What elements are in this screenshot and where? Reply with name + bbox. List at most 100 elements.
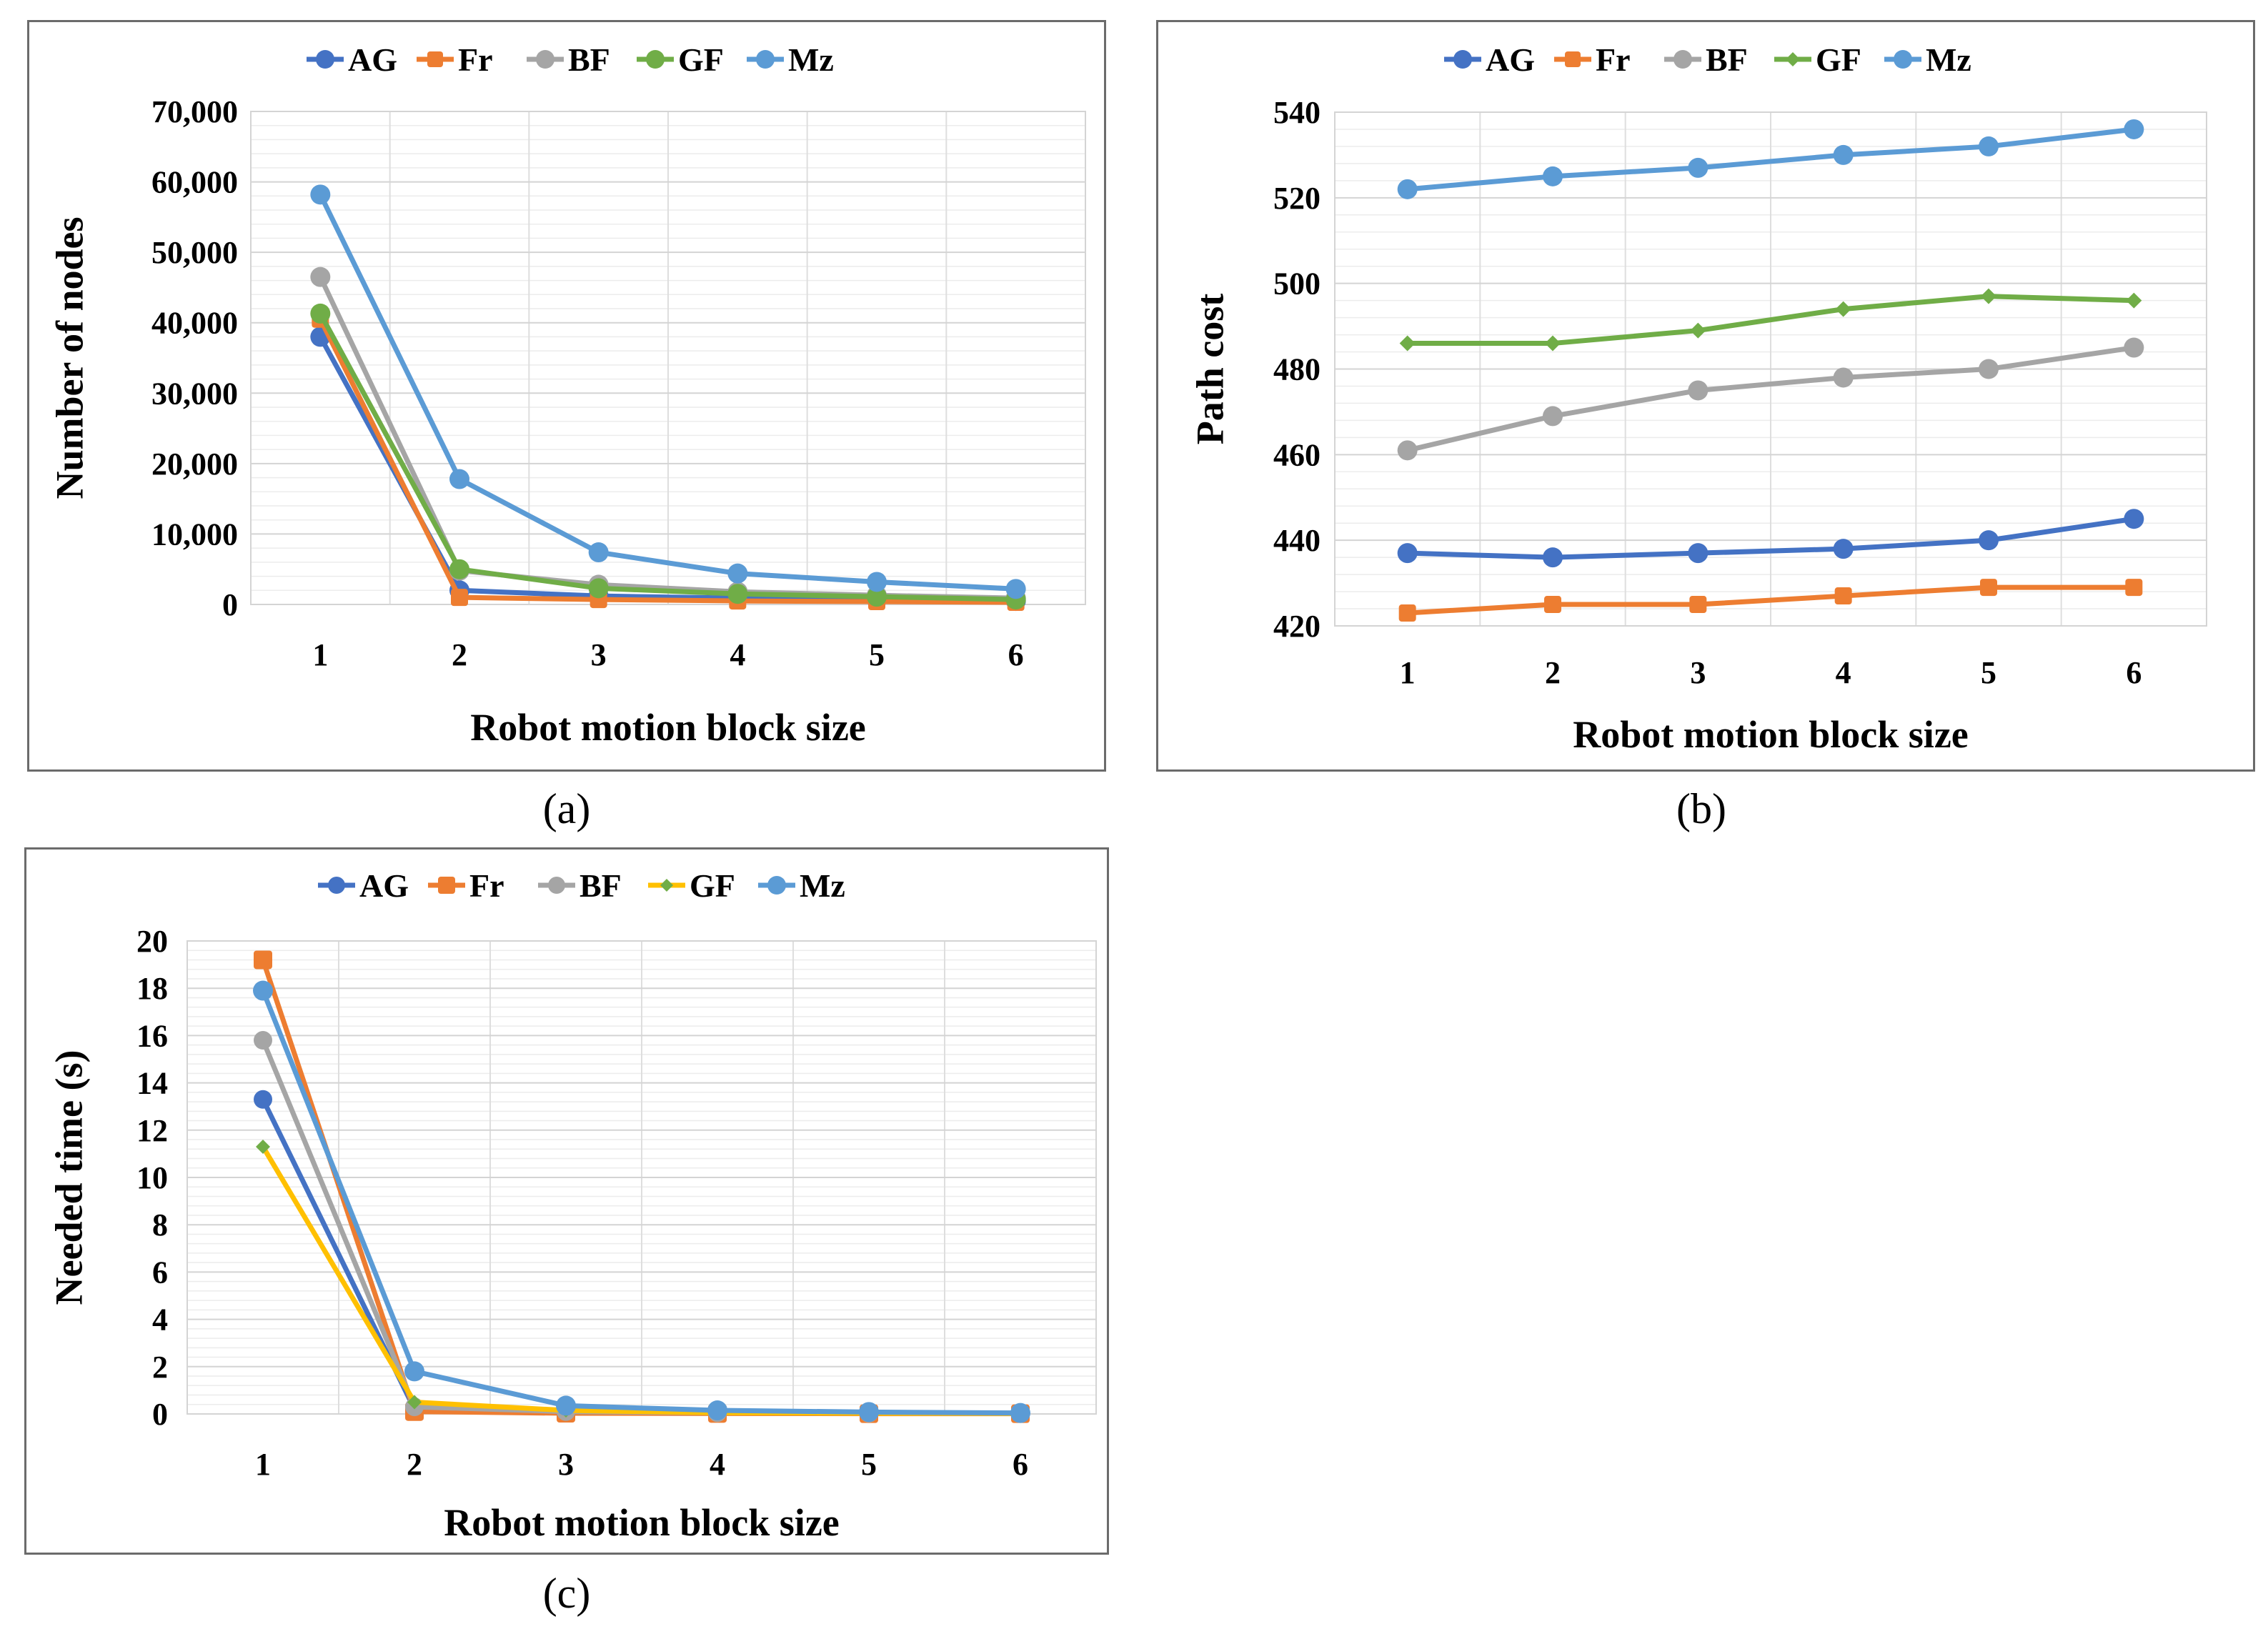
legend-marker-fr: [427, 51, 443, 67]
y-tick-label: 70,000: [151, 94, 238, 129]
data-point-mz: [310, 184, 331, 205]
data-point-fr: [254, 950, 272, 970]
data-point-mz: [588, 542, 609, 563]
x-tick-label: 2: [1545, 655, 1561, 690]
y-axis-label: Number of nodes: [48, 216, 91, 499]
data-point-mz: [707, 1400, 727, 1421]
caption-a: (a): [542, 785, 591, 832]
y-tick-label: 16: [136, 1018, 168, 1053]
chart-panel-nodes: 0 10,000 20,000 30,000 40,000 50,000 60,000 70,…: [27, 20, 1106, 772]
series-line-gf: [317, 311, 1019, 602]
data-point-mz: [1833, 144, 1854, 165]
y-tick-label: 520: [1273, 181, 1320, 216]
legend-label-mz: Mz: [800, 867, 845, 904]
y-tick-label: 440: [1273, 523, 1320, 558]
data-point-mz: [404, 1361, 424, 1382]
legend-marker-gf: [1786, 52, 1800, 66]
y-tick-label: 0: [222, 587, 238, 622]
x-tick-label: 4: [730, 637, 745, 672]
data-point-ag: [1397, 543, 1418, 564]
data-point-mz: [1005, 579, 1026, 599]
legend-marker-ag: [316, 50, 334, 69]
data-point-mz: [449, 469, 469, 489]
data-point-bf: [254, 1031, 272, 1050]
data-point-ag: [1979, 530, 1999, 551]
y-tick-label: 2: [152, 1350, 168, 1385]
data-point-gf: [256, 1139, 270, 1154]
data-point-gf: [1399, 335, 1416, 352]
series-line-fr: [1405, 584, 2137, 616]
y-tick-label: 14: [136, 1066, 168, 1101]
data-point-ag: [1543, 547, 1563, 568]
legend-label-fr: Fr: [458, 41, 493, 78]
plot-area-border: [250, 111, 1086, 605]
y-tick-label: 40,000: [151, 306, 238, 341]
plot-area-border: [1334, 111, 2207, 627]
legend-label-ag: AG: [1486, 41, 1535, 78]
x-tick-label: 3: [591, 637, 607, 672]
x-tick-label: 3: [558, 1447, 574, 1482]
legend-label-bf: BF: [580, 867, 622, 904]
legend-marker-bf: [536, 50, 554, 69]
legend-marker-fr: [1565, 51, 1581, 67]
legend-label-gf: GF: [690, 867, 735, 904]
legend-marker-gf: [646, 50, 665, 69]
legend-label-bf: BF: [1706, 41, 1748, 78]
series-line-fr: [317, 317, 1019, 605]
y-axis-label: Path cost: [1188, 294, 1231, 444]
chart-path-cost-svg: 420 440 460 480 500 520 540 1 2 3 4 5 6 Robot motion …: [1188, 41, 2207, 756]
data-point-mz: [2124, 119, 2144, 139]
y-tick-label: 20,000: [151, 447, 238, 482]
data-point-bf: [310, 266, 331, 287]
legend-marker-bf: [1673, 50, 1692, 69]
data-point-fr: [1834, 587, 1852, 605]
y-tick-label: 30,000: [151, 376, 238, 411]
data-point-mz: [1010, 1403, 1030, 1423]
data-point-gf: [407, 1395, 422, 1410]
data-point-gf: [1545, 335, 1561, 352]
x-tick-label: 5: [861, 1447, 877, 1482]
chart-nodes-svg: 0 10,000 20,000 30,000 40,000 50,000 60,000 70,…: [48, 41, 1086, 749]
data-point-mz: [1397, 179, 1418, 199]
x-tick-label: 5: [869, 637, 885, 672]
y-tick-label: 10: [136, 1160, 168, 1195]
legend-marker-fr: [438, 877, 455, 894]
data-point-mz: [867, 572, 887, 592]
legend-marker-gf: [660, 879, 673, 892]
legend-label-gf: GF: [678, 41, 724, 78]
x-tick-label: 4: [1836, 655, 1851, 690]
chart-panel-path-cost: 420 440 460 480 500 520 540 1 2 3 4 5 6 Robot motion …: [1156, 20, 2255, 772]
legend-label-gf: GF: [1816, 41, 1861, 78]
x-tick-label: 5: [1981, 655, 1996, 690]
y-tick-label: 540: [1273, 95, 1320, 130]
data-point-fr: [1980, 579, 1997, 597]
x-tick-label: 6: [1008, 637, 1024, 672]
legend-marker-ag: [328, 877, 345, 894]
y-tick-label: 20: [136, 924, 168, 959]
x-axis-label: Robot motion block size: [444, 1501, 840, 1544]
y-tick-label: 12: [136, 1113, 168, 1148]
data-point-mz: [556, 1395, 576, 1416]
legend-label-bf: BF: [568, 41, 610, 78]
data-point-gf: [588, 578, 609, 599]
legend-marker-mz: [1894, 50, 1912, 69]
x-tick-label: 1: [255, 1447, 271, 1482]
data-point-fr: [2125, 579, 2143, 597]
y-tick-label: 10,000: [151, 517, 238, 552]
caption-b: (b): [1676, 785, 1726, 832]
x-axis-label: Robot motion block size: [470, 706, 866, 749]
legend-label-ag: AG: [348, 41, 397, 78]
x-tick-label: 2: [407, 1447, 422, 1482]
y-tick-label: 420: [1273, 609, 1320, 644]
data-point-fr: [1398, 604, 1416, 622]
x-tick-label: 3: [1690, 655, 1706, 690]
data-point-bf: [1543, 406, 1563, 427]
data-point-bf: [1688, 380, 1709, 401]
y-tick-label: 8: [152, 1207, 168, 1242]
data-point-gf: [727, 584, 748, 604]
data-point-bf: [1979, 359, 1999, 379]
y-tick-label: 460: [1273, 437, 1320, 472]
data-point-gf: [2126, 292, 2142, 309]
legend-marker-ag: [1453, 50, 1472, 69]
